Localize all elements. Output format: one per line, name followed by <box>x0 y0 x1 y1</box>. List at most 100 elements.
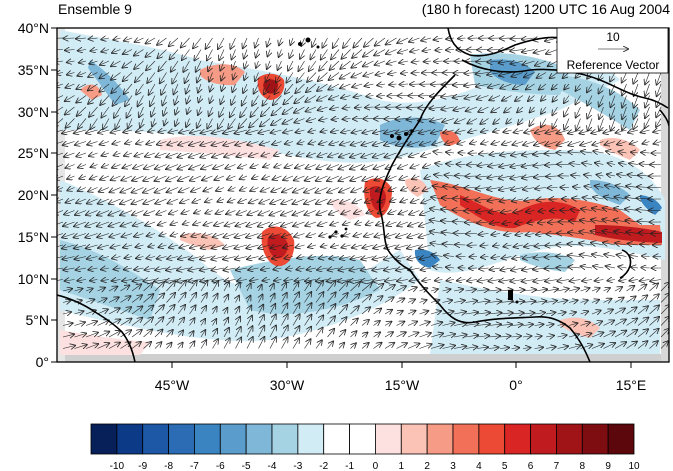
wind-vector <box>536 234 547 235</box>
wind-vector <box>261 153 271 156</box>
wind-vector <box>502 222 512 224</box>
wind-vector <box>297 72 305 83</box>
wind-vector <box>197 72 201 83</box>
wind-vector <box>401 188 409 191</box>
wind-vector <box>252 176 259 179</box>
wind-vector <box>225 165 236 169</box>
wind-vector <box>89 38 98 39</box>
wind-vector <box>493 130 501 132</box>
wind-vector <box>268 49 271 57</box>
wind-vector <box>329 72 340 81</box>
wind-vectors <box>57 37 669 349</box>
wind-vector <box>608 163 616 165</box>
wind-vector <box>400 199 409 202</box>
colorbar-swatch <box>375 423 402 455</box>
wind-vector <box>654 142 662 144</box>
wind-vector <box>232 83 235 92</box>
wind-vector <box>634 95 639 108</box>
wind-vector <box>599 83 604 94</box>
wind-vector <box>526 234 535 236</box>
wind-vector <box>220 60 224 71</box>
wind-vector <box>305 222 317 226</box>
wind-vector <box>477 96 489 100</box>
wind-vector <box>641 130 650 132</box>
wind-vector <box>75 257 87 260</box>
wind-vector <box>343 234 351 236</box>
wind-vector <box>256 49 259 58</box>
wind-vector <box>65 95 75 102</box>
wind-vector <box>180 199 190 203</box>
wind-vector <box>147 72 156 83</box>
wind-vector <box>88 73 98 78</box>
wind-vector <box>657 72 662 85</box>
wind-vector <box>524 199 535 201</box>
wind-vector <box>121 222 133 226</box>
wind-vector <box>209 72 212 82</box>
wind-vector <box>66 118 75 128</box>
wind-vector <box>329 142 340 145</box>
colorbar-swatch <box>168 423 195 455</box>
wind-vector <box>261 188 271 192</box>
wind-vector <box>65 106 75 115</box>
wind-vector <box>91 165 98 168</box>
wind-vector <box>333 37 340 48</box>
wind-vector <box>526 83 535 90</box>
wind-vector <box>122 234 133 237</box>
wind-vector <box>127 106 133 118</box>
wind-vector <box>656 118 662 128</box>
wind-vector <box>548 188 558 189</box>
wind-vector <box>171 60 179 72</box>
wind-vector <box>467 118 478 124</box>
wind-vector <box>328 83 340 90</box>
wind-vector <box>564 84 569 90</box>
wind-vector <box>537 72 547 78</box>
wind-vector <box>181 37 190 47</box>
wind-vector <box>352 245 363 248</box>
wind-vector <box>309 142 317 144</box>
wind-vector <box>365 107 374 108</box>
wind-vector <box>479 234 489 235</box>
wind-vector <box>563 72 570 79</box>
wind-vector <box>412 188 420 191</box>
wind-vector <box>645 95 650 108</box>
wind-vector <box>317 153 328 157</box>
wind-vector <box>97 234 110 238</box>
wind-vector <box>111 83 121 93</box>
wind-vector <box>412 61 420 62</box>
wind-vector <box>366 96 374 97</box>
wind-vector <box>584 186 593 187</box>
wind-vector <box>595 186 604 188</box>
wind-vector <box>98 245 110 248</box>
wind-vector <box>534 50 547 53</box>
wind-vector <box>250 165 259 168</box>
wind-vector <box>329 211 340 215</box>
wind-vector <box>89 106 98 117</box>
wind-vector <box>363 60 374 66</box>
wind-vector <box>125 257 133 259</box>
wind-vector <box>202 176 213 180</box>
wind-vector <box>502 95 512 101</box>
wind-vector <box>638 175 650 176</box>
wind-vector <box>538 222 547 223</box>
wind-vector <box>453 222 466 223</box>
wind-vector <box>193 37 202 48</box>
wind-vector <box>570 164 581 165</box>
wind-vector <box>522 176 535 178</box>
wind-vector <box>340 142 351 145</box>
wind-vector <box>312 37 316 47</box>
wind-vector <box>552 118 558 129</box>
wind-vector <box>76 38 87 39</box>
wind-vector <box>453 107 466 110</box>
wind-vector <box>319 234 328 237</box>
wind-vector <box>628 130 639 133</box>
wind-vector <box>319 142 328 145</box>
wind-vector <box>499 73 512 76</box>
wind-vector <box>468 130 478 132</box>
wind-vector <box>178 175 190 181</box>
wind-vector <box>446 38 455 39</box>
colorbar-tick-label: -9 <box>138 461 147 471</box>
colorbar-tick-label: -8 <box>164 461 173 471</box>
wind-vector <box>435 50 443 51</box>
wind-vector <box>240 106 248 117</box>
wind-vector <box>134 153 144 156</box>
